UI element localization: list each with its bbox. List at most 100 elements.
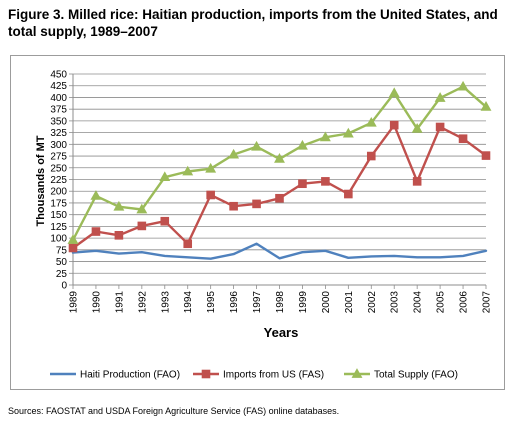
y-tick-label: 400 xyxy=(50,93,67,104)
gridlines xyxy=(73,73,486,274)
data-point-triangle xyxy=(159,171,171,182)
data-point-triangle xyxy=(351,368,363,378)
data-point-square xyxy=(481,151,491,160)
x-tick-label: 1989 xyxy=(69,291,80,314)
data-point-triangle xyxy=(251,140,263,151)
series-line xyxy=(71,242,488,260)
data-point-square xyxy=(229,201,238,211)
x-tick-label: 1994 xyxy=(183,291,194,314)
y-tick-label: 25 xyxy=(56,269,68,280)
x-tick-labels: 1989 1990 1991 1992 1993 1994 1995 1996 1997 1998… xyxy=(69,291,493,314)
y-tick-label: 200 xyxy=(50,187,67,198)
x-tick-label: 2001 xyxy=(344,291,355,314)
y-tick-label: 100 xyxy=(50,234,67,245)
data-point-triangle xyxy=(342,127,354,138)
data-point-triangle xyxy=(67,234,79,244)
data-point-square xyxy=(344,189,353,199)
legend-item: Total Supply (FAO) xyxy=(344,368,458,381)
y-tick-label: 225 xyxy=(50,175,67,186)
y-tick-label: 425 xyxy=(50,81,67,92)
series xyxy=(67,80,492,260)
data-point-square xyxy=(252,199,261,209)
y-tick-label: 0 xyxy=(61,281,67,292)
data-point-square xyxy=(321,177,330,186)
data-point-square xyxy=(91,227,101,236)
y-tick-label: 150 xyxy=(50,210,67,221)
series-3 xyxy=(67,80,492,244)
data-point-square xyxy=(206,190,215,200)
data-point-triangle xyxy=(182,165,194,176)
x-tick-label: 2006 xyxy=(459,291,470,314)
data-point-square xyxy=(458,134,468,144)
data-point-triangle xyxy=(90,190,102,200)
data-point-square xyxy=(183,239,193,249)
data-point-square xyxy=(298,179,307,189)
x-tick-label: 2007 xyxy=(482,291,493,314)
x-axis-label: Years xyxy=(264,325,299,340)
data-point-triangle xyxy=(319,131,331,142)
data-point-triangle xyxy=(365,116,377,127)
data-point-triangle xyxy=(136,203,148,214)
data-point-triangle xyxy=(457,80,469,91)
data-point-triangle xyxy=(480,101,492,111)
data-point-triangle xyxy=(388,87,400,98)
x-tick-label: 1990 xyxy=(91,291,102,314)
y-tick-label: 275 xyxy=(50,152,67,163)
data-point-triangle xyxy=(113,200,125,211)
legend-item: Imports from US (FAS) xyxy=(193,370,324,381)
data-point-square xyxy=(412,177,422,186)
y-tick-label: 300 xyxy=(50,140,67,151)
data-point-triangle xyxy=(434,92,446,102)
legend-label: Haiti Production (FAO) xyxy=(80,370,180,381)
data-point-square xyxy=(137,221,147,231)
y-tick-label: 375 xyxy=(50,105,67,116)
y-tick-label: 350 xyxy=(50,116,67,127)
data-point-triangle xyxy=(205,162,217,173)
data-point-square xyxy=(275,193,284,203)
x-tick-label: 1996 xyxy=(229,291,240,314)
source-footnote: Sources: FAOSTAT and USDA Foreign Agricu… xyxy=(8,406,340,416)
x-tick-label: 2003 xyxy=(390,291,401,314)
y-tick-label: 175 xyxy=(50,198,67,209)
data-point-square xyxy=(435,122,445,132)
x-tick-label: 1999 xyxy=(298,291,309,314)
y-tick-label: 125 xyxy=(50,222,67,233)
x-tick-label: 2000 xyxy=(321,291,332,314)
y-tick-labels: 0255075100125150175200225250275300325350… xyxy=(50,70,67,292)
y-tick-label: 450 xyxy=(50,70,67,81)
legend-label: Imports from US (FAS) xyxy=(223,370,324,381)
data-point-square xyxy=(114,230,124,240)
series-line xyxy=(71,123,488,250)
x-tick-label: 2004 xyxy=(413,291,424,314)
x-tick-label: 2002 xyxy=(367,291,378,314)
x-tick-label: 1998 xyxy=(275,291,286,314)
data-point-triangle xyxy=(296,139,308,150)
x-tick-label: 1991 xyxy=(114,291,125,314)
data-point-triangle xyxy=(274,153,285,163)
y-tick-label: 50 xyxy=(56,257,68,268)
chart-frame xyxy=(10,55,505,390)
legend-label: Total Supply (FAO) xyxy=(374,370,458,381)
data-point-square xyxy=(160,216,170,226)
data-point-square xyxy=(366,151,376,161)
data-point-square xyxy=(201,369,211,379)
x-tick-label: 1995 xyxy=(206,291,217,314)
x-tick-label: 1992 xyxy=(137,291,148,314)
series-2 xyxy=(68,120,491,253)
y-tick-label: 250 xyxy=(50,163,67,174)
data-point-triangle xyxy=(411,123,423,133)
figure-title: Figure 3. Milled rice: Haitian productio… xyxy=(8,7,498,39)
x-tick-label: 1993 xyxy=(160,291,171,314)
legend: Haiti Production (FAO) Imports from US (F… xyxy=(50,368,458,381)
x-tick-label: 1997 xyxy=(252,291,263,314)
data-point-triangle xyxy=(228,148,240,159)
y-tick-label: 75 xyxy=(56,245,68,256)
data-point-square xyxy=(389,120,399,130)
x-tick-label: 2005 xyxy=(436,291,447,314)
y-tick-label: 325 xyxy=(50,128,67,139)
data-point-square xyxy=(68,243,78,253)
legend-item: Haiti Production (FAO) xyxy=(50,370,180,381)
y-axis-label: Thousands of MT xyxy=(35,135,47,226)
series-1 xyxy=(71,242,488,260)
